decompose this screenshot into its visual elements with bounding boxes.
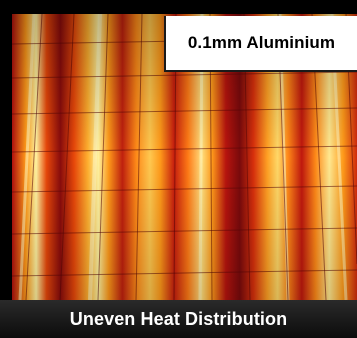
caption-text: Uneven Heat Distribution bbox=[69, 308, 288, 329]
material-label: 0.1mm Aluminium bbox=[164, 16, 357, 72]
caption-bar: Uneven Heat Distribution bbox=[0, 300, 357, 338]
material-label-text: 0.1mm Aluminium bbox=[187, 33, 336, 52]
